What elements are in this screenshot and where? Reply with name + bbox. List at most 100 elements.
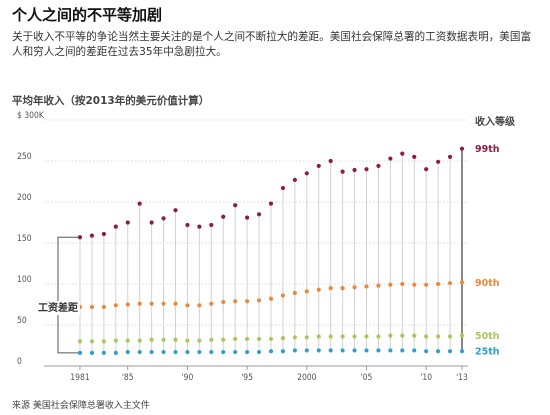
data-point-90th <box>209 301 214 306</box>
data-point-99th <box>328 158 333 164</box>
data-point-50th <box>328 334 333 339</box>
wage-gap-bracket <box>57 236 78 354</box>
data-point-99th <box>197 224 202 229</box>
data-point-90th <box>459 280 465 285</box>
data-point-25th <box>376 348 381 353</box>
data-point-25th <box>424 349 429 354</box>
data-point-99th <box>304 171 309 176</box>
data-point-90th <box>280 293 286 298</box>
data-point-99th <box>412 154 417 159</box>
data-point-99th <box>256 212 262 217</box>
data-point-90th <box>447 281 453 286</box>
x-tick-label: '90 <box>182 373 194 383</box>
data-point-50th <box>113 338 118 343</box>
data-point-99th <box>292 177 297 182</box>
x-tick-label: '85 <box>122 373 134 383</box>
data-point-25th <box>197 349 202 355</box>
data-point-99th <box>447 154 453 159</box>
data-point-25th <box>400 348 405 353</box>
data-point-25th <box>101 350 106 355</box>
data-point-99th <box>101 231 106 237</box>
x-tick-label: '10 <box>420 373 432 383</box>
data-point-99th <box>77 235 83 240</box>
data-point-50th <box>101 339 106 344</box>
data-point-90th <box>256 298 262 303</box>
data-point-99th <box>113 224 118 229</box>
y-tick-label: 150 <box>17 234 32 244</box>
data-point-90th <box>328 286 333 291</box>
data-point-99th <box>89 233 95 238</box>
data-point-99th <box>376 163 381 169</box>
data-point-99th <box>268 201 274 206</box>
data-point-90th <box>137 301 142 306</box>
data-point-99th <box>233 203 238 208</box>
data-point-99th <box>209 222 214 228</box>
data-point-50th <box>292 335 297 340</box>
data-point-99th <box>316 163 321 169</box>
data-point-99th <box>388 156 393 161</box>
series-label-50th: 50th <box>475 331 500 342</box>
data-point-99th <box>352 167 357 173</box>
series-label-90th: 90th <box>475 278 500 289</box>
data-point-50th <box>256 336 262 342</box>
data-point-90th <box>161 301 166 306</box>
data-point-50th <box>388 333 393 338</box>
data-point-50th <box>245 336 250 342</box>
data-point-25th <box>340 348 345 353</box>
data-point-25th <box>280 349 286 354</box>
data-point-50th <box>197 338 202 343</box>
data-point-90th <box>221 299 226 305</box>
data-point-50th <box>340 334 345 339</box>
data-point-90th <box>197 303 202 308</box>
data-point-25th <box>77 350 83 355</box>
data-point-50th <box>137 338 142 343</box>
data-point-90th <box>304 289 309 294</box>
data-point-50th <box>304 335 309 340</box>
data-point-25th <box>352 348 357 353</box>
data-point-50th <box>459 333 465 338</box>
data-point-50th <box>173 337 178 342</box>
legend-title: 收入等级 <box>475 115 516 128</box>
subtitle: 关于收入不平等的争论当然主要关注的是个人之间不断拉大的差距。美国社会保障总署的工… <box>12 31 532 58</box>
data-point-50th <box>447 334 453 339</box>
data-point-99th <box>185 222 190 228</box>
data-point-99th <box>161 216 166 221</box>
data-point-50th <box>352 334 357 339</box>
data-point-90th <box>316 287 321 292</box>
data-point-25th <box>316 348 321 353</box>
data-point-90th <box>245 299 250 304</box>
data-point-25th <box>209 349 214 355</box>
data-point-99th <box>137 201 142 206</box>
data-point-25th <box>173 349 178 355</box>
data-point-50th <box>400 333 405 338</box>
data-point-90th <box>388 282 393 287</box>
y-tick-label: 50 <box>17 316 27 326</box>
data-point-99th <box>173 208 178 213</box>
data-point-50th <box>149 337 154 342</box>
page-title: 个人之间的不平等加剧 <box>12 6 163 24</box>
y-tick-label: 200 <box>17 193 32 203</box>
data-point-90th <box>101 304 106 310</box>
data-point-99th <box>149 220 154 225</box>
data-point-99th <box>221 214 226 219</box>
data-point-90th <box>436 281 441 287</box>
data-point-90th <box>268 296 274 301</box>
data-point-25th <box>233 349 238 355</box>
data-point-50th <box>364 334 369 339</box>
data-point-90th <box>352 285 357 290</box>
source-note: 来源 美国社会保障总署收入主文件 <box>12 401 150 411</box>
data-point-50th <box>161 337 166 342</box>
data-point-90th <box>233 299 238 304</box>
data-point-99th <box>436 159 441 164</box>
data-point-50th <box>89 339 95 344</box>
x-tick-label: '05 <box>361 373 373 383</box>
data-point-90th <box>376 283 381 288</box>
y-tick-label: 250 <box>17 152 32 162</box>
data-point-90th <box>173 301 178 306</box>
data-point-90th <box>364 284 369 289</box>
data-point-90th <box>292 290 297 296</box>
wage-gap-label-bg <box>36 301 80 316</box>
data-point-25th <box>364 348 369 353</box>
data-point-50th <box>233 336 238 342</box>
